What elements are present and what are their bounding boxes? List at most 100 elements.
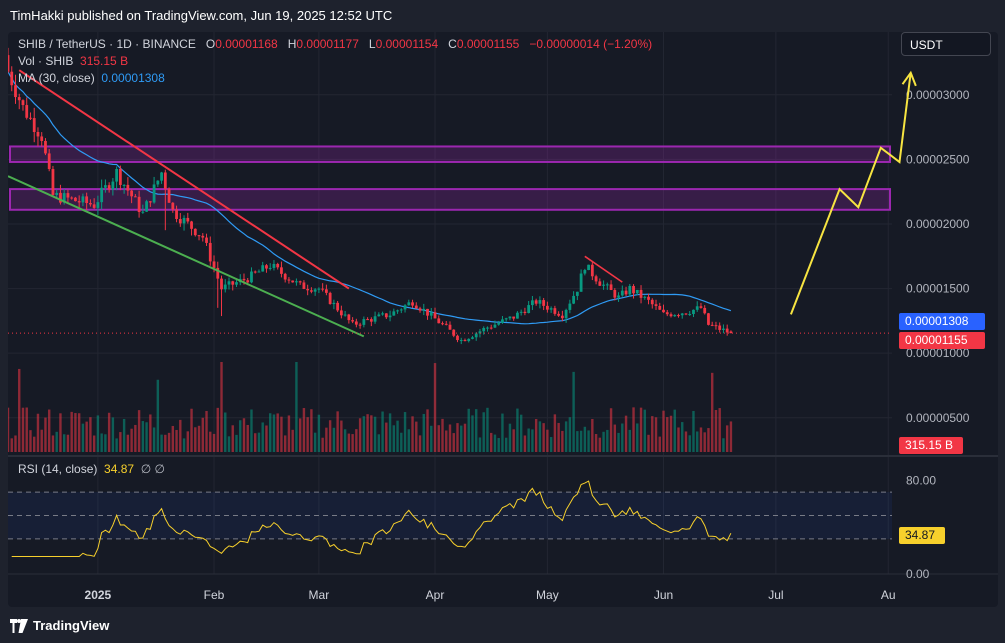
volume-bar	[107, 412, 111, 452]
footer: TradingView	[0, 607, 1005, 643]
currency-button[interactable]: USDT	[901, 32, 991, 56]
volume-bar	[684, 431, 688, 452]
volume-bar	[407, 429, 410, 452]
open-label: O	[205, 37, 216, 51]
candle-body	[62, 193, 66, 203]
candle-body	[283, 273, 287, 280]
volume-bar	[662, 410, 665, 452]
candle-body	[160, 172, 163, 181]
candle-body	[624, 290, 628, 295]
candle-body	[669, 314, 673, 317]
volume-bar	[568, 417, 572, 452]
candle-body	[575, 291, 579, 296]
volume-bar	[654, 417, 658, 452]
candle-body	[36, 131, 40, 137]
candle-body	[710, 324, 714, 326]
candle-body	[336, 302, 340, 311]
volume-bar	[422, 413, 425, 452]
volume-bar	[729, 421, 733, 452]
volume-bar	[591, 418, 594, 452]
candle-body	[21, 100, 25, 106]
candle-body	[145, 201, 148, 212]
candle-body	[542, 300, 546, 306]
volume-bar	[18, 368, 21, 452]
candle-body	[14, 85, 17, 98]
candle-body	[478, 331, 482, 334]
volume-bar	[497, 438, 500, 452]
rsi-label[interactable]: RSI (14, close)	[18, 462, 98, 476]
volume-bar	[699, 427, 703, 452]
candle-body	[433, 312, 437, 319]
volume-bar	[355, 429, 358, 452]
candle-body	[722, 328, 725, 330]
candle-body	[130, 190, 134, 197]
volume-bar	[119, 432, 122, 452]
candle-body	[448, 324, 452, 330]
candle-body	[77, 201, 81, 203]
volume-bar	[403, 412, 407, 452]
candle-body	[605, 284, 609, 286]
volume-bar	[325, 427, 328, 452]
candle-body	[122, 184, 126, 186]
candle-body	[609, 284, 613, 290]
volume-bar	[175, 429, 178, 452]
candle-body	[358, 324, 362, 326]
volume-bar	[130, 428, 133, 452]
volume-bar	[688, 435, 691, 452]
candle-body	[167, 188, 171, 203]
volume-bar	[92, 435, 96, 452]
volume-bar	[145, 422, 148, 452]
candle-body	[583, 270, 587, 274]
volume-bar	[269, 413, 272, 452]
volume-bar	[531, 429, 534, 452]
volume-bar	[137, 410, 141, 452]
volume-bar	[437, 425, 440, 452]
volume-bar	[190, 408, 193, 452]
candle-body	[107, 185, 111, 190]
volume-bar	[224, 412, 227, 452]
candle-body	[403, 305, 407, 310]
candle-body	[594, 276, 598, 282]
price-tick-label: 0.00002000	[906, 217, 970, 231]
change-value: −0.00000014 (−1.20%)	[529, 37, 653, 51]
volume-bar	[624, 415, 628, 452]
volume-bar	[639, 407, 643, 452]
candle-body	[658, 305, 662, 310]
volume-bar	[598, 437, 602, 452]
candle-body	[324, 289, 328, 293]
candle-body	[272, 263, 276, 268]
symbol-title[interactable]: SHIB / TetherUS · 1D · BINANCE	[18, 37, 196, 51]
candle-body	[268, 267, 272, 269]
ma-label[interactable]: MA (30, close)	[18, 71, 95, 85]
candle-body	[171, 202, 175, 210]
volume-bar	[62, 434, 66, 452]
candle-body	[47, 153, 51, 170]
candle-body	[182, 217, 186, 224]
volume-bar	[377, 434, 381, 452]
candle-body	[553, 308, 557, 314]
candle-body	[186, 217, 190, 222]
volume-bar	[583, 426, 587, 452]
footer-brand: TradingView	[33, 618, 110, 633]
volume-bar	[227, 436, 231, 452]
volume-bar	[475, 409, 478, 452]
volume-bar	[373, 416, 377, 452]
candle-body	[111, 181, 115, 190]
volume-bar	[647, 434, 650, 452]
volume-row: Vol · SHIB 315.15 B	[18, 53, 652, 70]
candle-body	[317, 288, 321, 290]
candle-body	[699, 306, 703, 308]
symbol-legend: SHIB / TetherUS · 1D · BINANCE O0.000011…	[18, 36, 652, 87]
candle-body	[246, 280, 250, 283]
candle-body	[115, 168, 119, 182]
volume-bar	[587, 430, 590, 452]
ma30-line	[8, 71, 732, 325]
candle-body	[369, 319, 373, 322]
resistance-zone-1	[9, 145, 891, 163]
volume-bar	[33, 436, 36, 452]
volume-bar	[171, 425, 175, 452]
volume-label[interactable]: Vol · SHIB	[18, 54, 74, 68]
volume-bar	[433, 363, 437, 452]
volume-bar	[572, 371, 575, 452]
chart-canvas[interactable]: 0.00003000 0.00002500 0.00002000 0.00001500…	[8, 32, 998, 607]
